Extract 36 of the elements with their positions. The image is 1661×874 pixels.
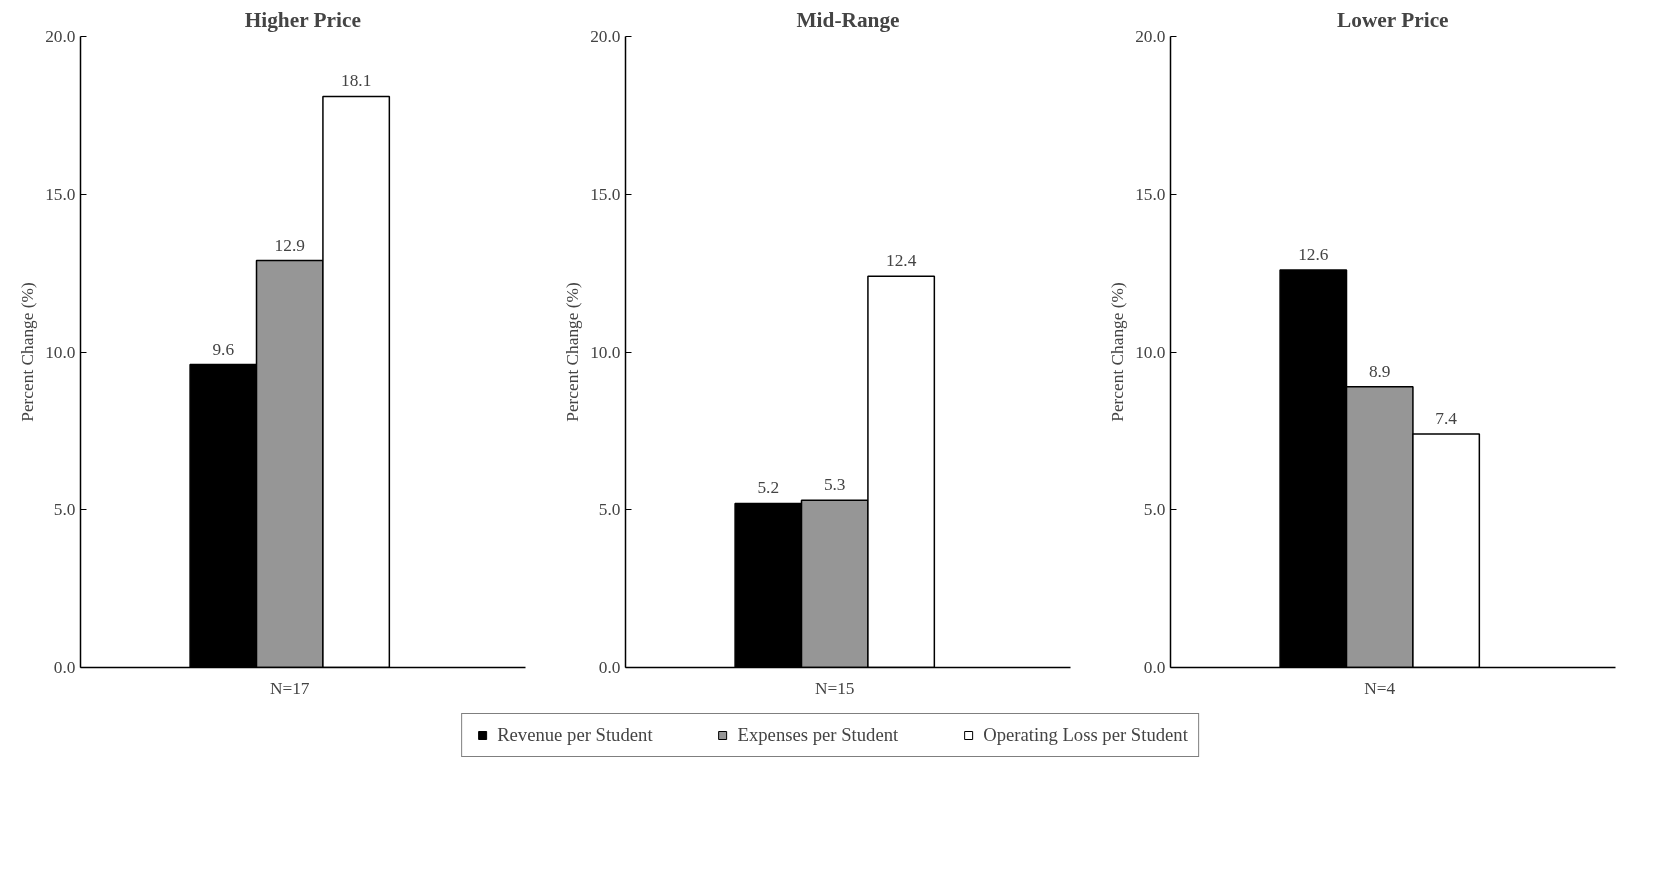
y-tick-label: 15.0 bbox=[45, 184, 76, 204]
y-axis-title: Percent Change (%) bbox=[18, 282, 38, 422]
data-label: 8.9 bbox=[1368, 361, 1391, 381]
legend-label: Revenue per Student bbox=[497, 724, 653, 746]
data-label: 18.1 bbox=[340, 71, 372, 91]
y-tick-label: 5.0 bbox=[53, 500, 76, 520]
data-label: 12.9 bbox=[274, 235, 305, 255]
y-tick-label: 10.0 bbox=[45, 342, 76, 362]
data-label: 5.3 bbox=[823, 475, 846, 495]
x-tick-label: N=17 bbox=[269, 678, 310, 698]
data-label: 12.4 bbox=[885, 251, 917, 271]
y-tick-label: 20.0 bbox=[590, 27, 621, 46]
y-tick-label: 20.0 bbox=[1135, 27, 1166, 46]
chart-title: Lower Price bbox=[1337, 7, 1449, 32]
y-tick-label: 5.0 bbox=[598, 500, 621, 520]
y-tick-label: 15.0 bbox=[1135, 184, 1166, 204]
data-label: 12.6 bbox=[1298, 244, 1329, 264]
legend-label: Expenses per Student bbox=[737, 724, 899, 746]
chart-title: Mid-Range bbox=[796, 7, 900, 32]
y-tick-label: 10.0 bbox=[1135, 342, 1166, 362]
y-tick-label: 0.0 bbox=[598, 658, 621, 677]
chart-title: Higher Price bbox=[244, 7, 361, 32]
legend-label: Operating Loss per Student bbox=[983, 724, 1188, 746]
data-label: 5.2 bbox=[757, 478, 780, 498]
y-tick-label: 0.0 bbox=[1143, 658, 1166, 677]
data-label: 9.6 bbox=[212, 339, 235, 359]
y-axis-title: Percent Change (%) bbox=[563, 282, 583, 422]
y-axis-title: Percent Change (%) bbox=[1108, 282, 1128, 422]
x-tick-label: N=15 bbox=[814, 678, 855, 698]
x-tick-label: N=4 bbox=[1364, 678, 1396, 698]
data-label: 7.4 bbox=[1435, 409, 1458, 429]
y-tick-label: 20.0 bbox=[45, 27, 76, 46]
y-tick-label: 10.0 bbox=[590, 342, 621, 362]
y-tick-label: 5.0 bbox=[1143, 500, 1166, 520]
y-tick-label: 0.0 bbox=[53, 658, 76, 677]
y-tick-label: 15.0 bbox=[590, 184, 621, 204]
